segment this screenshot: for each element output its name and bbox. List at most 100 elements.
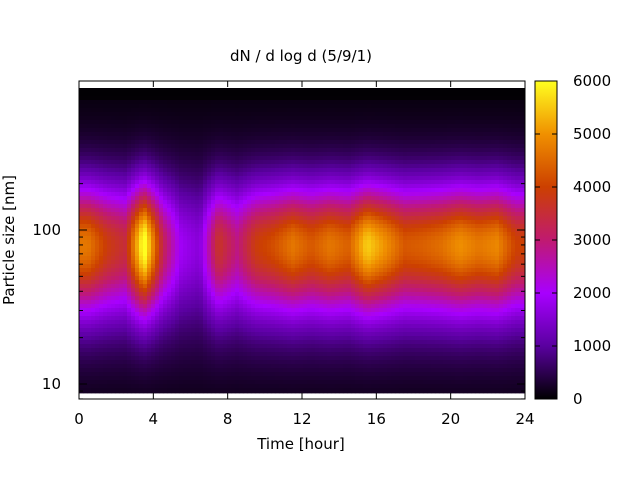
- heatmap-cell: [331, 360, 336, 365]
- heatmap-cell: [139, 360, 144, 365]
- heatmap-cell: [167, 192, 172, 197]
- heatmap-cell: [103, 248, 108, 253]
- heatmap-cell: [203, 120, 208, 125]
- heatmap-cell: [247, 328, 252, 333]
- heatmap-cell: [79, 216, 84, 221]
- heatmap-cell: [207, 192, 212, 197]
- heatmap-cell: [119, 212, 124, 217]
- heatmap-cell: [315, 96, 320, 101]
- heatmap-cell: [279, 228, 284, 233]
- heatmap-cell: [287, 276, 292, 281]
- heatmap-cell: [327, 256, 332, 261]
- heatmap-column: [183, 88, 188, 394]
- heatmap-cell: [159, 196, 164, 201]
- heatmap-cell: [327, 104, 332, 109]
- heatmap-cell: [251, 200, 256, 205]
- heatmap-cell: [239, 252, 244, 257]
- heatmap-cell: [267, 212, 272, 217]
- heatmap-cell: [115, 316, 120, 321]
- heatmap-cell: [311, 344, 316, 349]
- heatmap-cell: [87, 352, 92, 357]
- heatmap-cell: [123, 328, 128, 333]
- heatmap-cell: [79, 256, 84, 261]
- heatmap-cell: [223, 172, 228, 177]
- heatmap-cell: [199, 252, 204, 257]
- heatmap-cell: [327, 384, 332, 389]
- heatmap-cell: [159, 212, 164, 217]
- heatmap-cell: [227, 140, 232, 145]
- heatmap-cell: [299, 380, 304, 385]
- heatmap-cell: [319, 112, 324, 117]
- heatmap-cell: [103, 204, 108, 209]
- heatmap-cell: [139, 312, 144, 317]
- heatmap-cell: [103, 360, 108, 365]
- heatmap-cell: [123, 368, 128, 373]
- heatmap-cell: [99, 288, 104, 293]
- heatmap-cell: [331, 316, 336, 321]
- heatmap-cell: [275, 364, 280, 369]
- heatmap-cell: [143, 388, 148, 393]
- heatmap-cell: [231, 308, 236, 313]
- heatmap-cell: [147, 244, 152, 249]
- heatmap-cell: [239, 324, 244, 329]
- heatmap-cell: [215, 352, 220, 357]
- heatmap-cell: [127, 380, 132, 385]
- heatmap-cell: [135, 160, 140, 165]
- heatmap-cell: [87, 348, 92, 353]
- heatmap-cell: [175, 364, 180, 369]
- heatmap-cell: [247, 132, 252, 137]
- heatmap-cell: [215, 160, 220, 165]
- heatmap-cell: [223, 156, 228, 161]
- heatmap-cell: [155, 112, 160, 117]
- heatmap-cell: [251, 248, 256, 253]
- heatmap-cell: [159, 96, 164, 101]
- heatmap-cell: [139, 220, 144, 225]
- heatmap-cell: [135, 108, 140, 113]
- heatmap-cell: [95, 196, 100, 201]
- heatmap-cell: [207, 340, 212, 345]
- heatmap-column: [327, 88, 332, 394]
- heatmap-cell: [211, 200, 216, 205]
- heatmap-cell: [235, 220, 240, 225]
- heatmap-cell: [251, 140, 256, 145]
- heatmap-cell: [275, 204, 280, 209]
- heatmap-cell: [263, 276, 268, 281]
- heatmap-cell: [287, 148, 292, 153]
- heatmap-cell: [247, 340, 252, 345]
- heatmap-cell: [231, 88, 236, 93]
- heatmap-cell: [207, 304, 212, 309]
- heatmap-cell: [291, 352, 296, 357]
- heatmap-cell: [267, 320, 272, 325]
- heatmap-cell: [143, 244, 148, 249]
- heatmap-cell: [135, 176, 140, 181]
- heatmap-cell: [131, 280, 136, 285]
- heatmap-cell: [219, 308, 224, 313]
- heatmap-cell: [127, 128, 132, 133]
- heatmap-cell: [323, 168, 328, 173]
- heatmap-cell: [91, 224, 96, 229]
- heatmap-cell: [127, 120, 132, 125]
- heatmap-cell: [115, 228, 120, 233]
- heatmap-cell: [263, 128, 268, 133]
- heatmap-cell: [315, 256, 320, 261]
- heatmap-cell: [299, 276, 304, 281]
- heatmap-cell: [303, 328, 308, 333]
- heatmap-cell: [271, 104, 276, 109]
- heatmap-cell: [315, 112, 320, 117]
- heatmap-cell: [239, 360, 244, 365]
- heatmap-cell: [203, 176, 208, 181]
- heatmap-cell: [319, 308, 324, 313]
- heatmap-cell: [111, 348, 116, 353]
- heatmap-cell: [211, 352, 216, 357]
- heatmap-cell: [283, 132, 288, 137]
- heatmap-cell: [107, 268, 112, 273]
- heatmap-cell: [107, 156, 112, 161]
- heatmap-cell: [291, 260, 296, 265]
- heatmap-cell: [155, 156, 160, 161]
- heatmap-cell: [163, 204, 168, 209]
- heatmap-cell: [215, 236, 220, 241]
- heatmap-cell: [123, 192, 128, 197]
- heatmap-cell: [179, 224, 184, 229]
- heatmap-cell: [255, 316, 260, 321]
- heatmap-cell: [167, 96, 172, 101]
